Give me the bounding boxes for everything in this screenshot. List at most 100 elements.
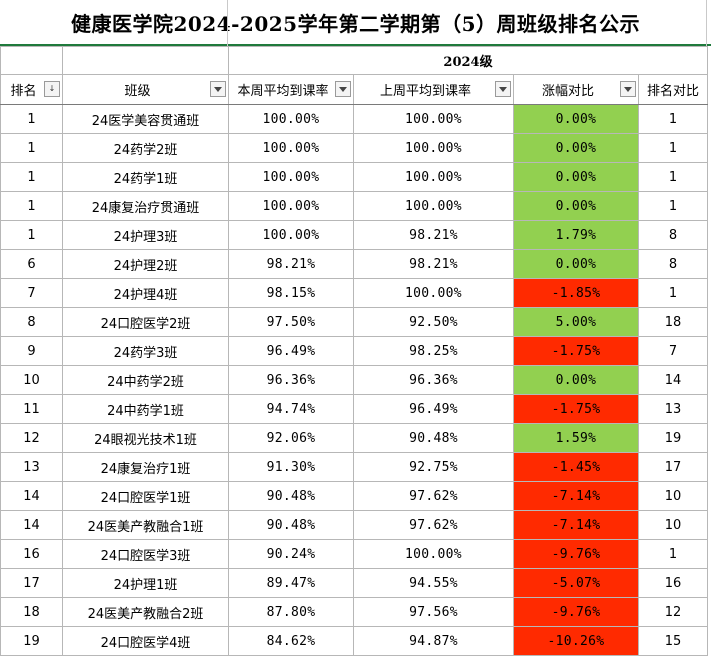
change-cell[interactable]: -9.76%: [513, 539, 639, 569]
rank-cell[interactable]: 1: [0, 191, 63, 221]
class-name-cell[interactable]: 24中药学1班: [62, 394, 229, 424]
last-week-rate-cell[interactable]: 97.62%: [353, 481, 514, 511]
class-name-cell[interactable]: 24药学3班: [62, 336, 229, 366]
col-header-prev-rank[interactable]: 排名对比: [638, 74, 708, 105]
this-week-rate-cell[interactable]: 97.50%: [228, 307, 354, 337]
this-week-rate-cell[interactable]: 94.74%: [228, 394, 354, 424]
prev-rank-cell[interactable]: 13: [638, 394, 708, 424]
prev-rank-cell[interactable]: 8: [638, 220, 708, 250]
prev-rank-cell[interactable]: 1: [638, 162, 708, 192]
filter-dropdown-icon[interactable]: [495, 81, 511, 97]
this-week-rate-cell[interactable]: 98.21%: [228, 249, 354, 279]
this-week-rate-cell[interactable]: 90.48%: [228, 510, 354, 540]
rank-cell[interactable]: 13: [0, 452, 63, 482]
rank-cell[interactable]: 1: [0, 133, 63, 163]
this-week-rate-cell[interactable]: 91.30%: [228, 452, 354, 482]
this-week-rate-cell[interactable]: 100.00%: [228, 220, 354, 250]
prev-rank-cell[interactable]: 1: [638, 539, 708, 569]
change-cell[interactable]: -7.14%: [513, 510, 639, 540]
this-week-rate-cell[interactable]: 100.00%: [228, 133, 354, 163]
prev-rank-cell[interactable]: 16: [638, 568, 708, 598]
col-header-change[interactable]: 涨幅对比: [513, 74, 639, 105]
class-name-cell[interactable]: 24护理2班: [62, 249, 229, 279]
class-name-cell[interactable]: 24口腔医学2班: [62, 307, 229, 337]
last-week-rate-cell[interactable]: 92.75%: [353, 452, 514, 482]
this-week-rate-cell[interactable]: 87.80%: [228, 597, 354, 627]
prev-rank-cell[interactable]: 17: [638, 452, 708, 482]
class-name-cell[interactable]: 24康复治疗1班: [62, 452, 229, 482]
class-name-cell[interactable]: 24护理3班: [62, 220, 229, 250]
rank-cell[interactable]: 8: [0, 307, 63, 337]
prev-rank-cell[interactable]: 1: [638, 191, 708, 221]
prev-rank-cell[interactable]: 18: [638, 307, 708, 337]
last-week-rate-cell[interactable]: 100.00%: [353, 539, 514, 569]
last-week-rate-cell[interactable]: 94.55%: [353, 568, 514, 598]
change-cell[interactable]: 0.00%: [513, 162, 639, 192]
last-week-rate-cell[interactable]: 98.21%: [353, 220, 514, 250]
class-name-cell[interactable]: 24眼视光技术1班: [62, 423, 229, 453]
rank-cell[interactable]: 12: [0, 423, 63, 453]
change-cell[interactable]: 1.79%: [513, 220, 639, 250]
change-cell[interactable]: -1.75%: [513, 336, 639, 366]
last-week-rate-cell[interactable]: 98.25%: [353, 336, 514, 366]
rank-cell[interactable]: 16: [0, 539, 63, 569]
blank-cell[interactable]: [62, 46, 229, 75]
class-name-cell[interactable]: 24医美产教融合1班: [62, 510, 229, 540]
this-week-rate-cell[interactable]: 92.06%: [228, 423, 354, 453]
rank-cell[interactable]: 14: [0, 481, 63, 511]
last-week-rate-cell[interactable]: 100.00%: [353, 104, 514, 134]
last-week-rate-cell[interactable]: 100.00%: [353, 191, 514, 221]
change-cell[interactable]: 0.00%: [513, 133, 639, 163]
this-week-rate-cell[interactable]: 96.49%: [228, 336, 354, 366]
rank-cell[interactable]: 10: [0, 365, 63, 395]
change-cell[interactable]: -1.75%: [513, 394, 639, 424]
last-week-rate-cell[interactable]: 100.00%: [353, 133, 514, 163]
this-week-rate-cell[interactable]: 100.00%: [228, 162, 354, 192]
change-cell[interactable]: 1.59%: [513, 423, 639, 453]
filter-dropdown-icon[interactable]: [335, 81, 351, 97]
this-week-rate-cell[interactable]: 89.47%: [228, 568, 354, 598]
filter-dropdown-icon[interactable]: [210, 81, 226, 97]
change-cell[interactable]: 5.00%: [513, 307, 639, 337]
sort-filter-icon[interactable]: ↓: [44, 81, 60, 97]
this-week-rate-cell[interactable]: 96.36%: [228, 365, 354, 395]
last-week-rate-cell[interactable]: 94.87%: [353, 626, 514, 656]
change-cell[interactable]: 0.00%: [513, 191, 639, 221]
prev-rank-cell[interactable]: 1: [638, 278, 708, 308]
last-week-rate-cell[interactable]: 100.00%: [353, 162, 514, 192]
rank-cell[interactable]: 7: [0, 278, 63, 308]
rank-cell[interactable]: 14: [0, 510, 63, 540]
last-week-rate-cell[interactable]: 100.00%: [353, 278, 514, 308]
last-week-rate-cell[interactable]: 98.21%: [353, 249, 514, 279]
change-cell[interactable]: 0.00%: [513, 104, 639, 134]
class-name-cell[interactable]: 24医学美容贯通班: [62, 104, 229, 134]
prev-rank-cell[interactable]: 1: [638, 133, 708, 163]
change-cell[interactable]: -1.85%: [513, 278, 639, 308]
class-name-cell[interactable]: 24药学2班: [62, 133, 229, 163]
prev-rank-cell[interactable]: 1: [638, 104, 708, 134]
this-week-rate-cell[interactable]: 90.24%: [228, 539, 354, 569]
col-header-class[interactable]: 班级: [62, 74, 229, 105]
this-week-rate-cell[interactable]: 98.15%: [228, 278, 354, 308]
prev-rank-cell[interactable]: 7: [638, 336, 708, 366]
prev-rank-cell[interactable]: 12: [638, 597, 708, 627]
class-name-cell[interactable]: 24康复治疗贯通班: [62, 191, 229, 221]
last-week-rate-cell[interactable]: 96.49%: [353, 394, 514, 424]
class-name-cell[interactable]: 24口腔医学1班: [62, 481, 229, 511]
col-header-last-week[interactable]: 上周平均到课率: [353, 74, 514, 105]
filter-dropdown-icon[interactable]: [620, 81, 636, 97]
this-week-rate-cell[interactable]: 100.00%: [228, 104, 354, 134]
col-header-this-week[interactable]: 本周平均到课率: [228, 74, 354, 105]
change-cell[interactable]: -5.07%: [513, 568, 639, 598]
prev-rank-cell[interactable]: 15: [638, 626, 708, 656]
change-cell[interactable]: -10.26%: [513, 626, 639, 656]
class-name-cell[interactable]: 24护理4班: [62, 278, 229, 308]
rank-cell[interactable]: 1: [0, 162, 63, 192]
last-week-rate-cell[interactable]: 96.36%: [353, 365, 514, 395]
change-cell[interactable]: 0.00%: [513, 365, 639, 395]
rank-cell[interactable]: 18: [0, 597, 63, 627]
class-name-cell[interactable]: 24口腔医学3班: [62, 539, 229, 569]
last-week-rate-cell[interactable]: 97.62%: [353, 510, 514, 540]
class-name-cell[interactable]: 24中药学2班: [62, 365, 229, 395]
prev-rank-cell[interactable]: 14: [638, 365, 708, 395]
